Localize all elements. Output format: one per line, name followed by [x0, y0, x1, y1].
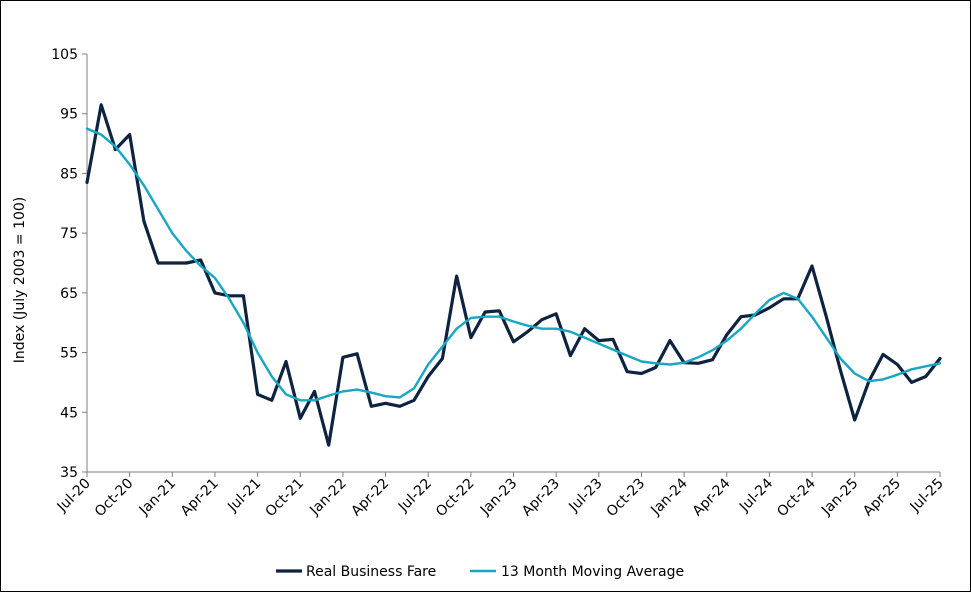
x-tick-label: Jul-23 [565, 476, 605, 516]
legend-label: Real Business Fare [306, 564, 436, 580]
x-tick-label: Jan-22 [306, 476, 349, 519]
x-tick-label: Jan-23 [477, 476, 520, 519]
x-tick-label: Jul-20 [54, 476, 94, 516]
y-tick-label: 95 [60, 107, 78, 123]
x-tick-label: Apr-24 [690, 475, 734, 519]
x-tick-label: Jan-24 [647, 475, 691, 519]
y-tick-label: 85 [60, 166, 78, 182]
x-tick-label: Apr-25 [860, 476, 904, 520]
legend: Real Business Fare 13 Month Moving Averag… [276, 564, 684, 580]
x-tick-label: Jul-24 [736, 475, 776, 515]
y-tick-label: 105 [51, 47, 78, 63]
series-layer [85, 103, 942, 447]
x-tick-label: Jul-25 [907, 476, 947, 516]
y-axis-label: Index (July 2003 = 100) [12, 197, 28, 364]
x-tick-label: Jan-25 [818, 476, 861, 519]
x-tick-label: Apr-22 [348, 476, 392, 520]
x-tick-label: Jul-22 [395, 476, 435, 516]
y-tick-label: 35 [60, 465, 78, 481]
y-tick-label: 55 [60, 346, 78, 362]
x-tick-label: Apr-23 [519, 476, 563, 520]
x-tick-label: Jul-21 [224, 476, 264, 516]
series-line-moving-average [85, 127, 942, 402]
y-tick-label: 45 [60, 405, 78, 421]
y-tick-label: 75 [60, 226, 78, 242]
x-tick-label: Apr-21 [178, 476, 222, 520]
x-tick-label: Oct-21 [262, 476, 307, 521]
x-tick-label: Jan-21 [136, 476, 179, 519]
x-tick-label: Oct-20 [92, 476, 137, 521]
legend-label: 13 Month Moving Average [501, 564, 684, 580]
x-tick-label: Oct-24 [774, 475, 819, 520]
x-tick-label: Oct-23 [604, 476, 649, 521]
series-line-real-business-fare [85, 103, 942, 447]
y-tick-label: 65 [60, 286, 78, 302]
x-tick-label: Oct-22 [433, 476, 478, 521]
